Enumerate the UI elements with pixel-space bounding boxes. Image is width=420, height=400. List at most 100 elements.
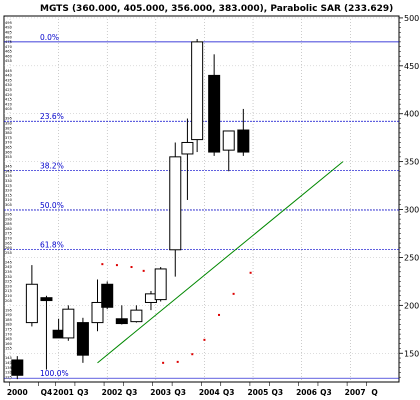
fib-label: 50.0%: [40, 201, 64, 210]
x-tick-label: 2000: [7, 388, 28, 397]
y-minor-label: 355: [5, 155, 12, 159]
y-minor-label: 445: [5, 69, 12, 73]
candle-body: [181, 141, 194, 155]
y-minor-label: 490: [5, 26, 13, 30]
y-minor-label: 430: [5, 83, 13, 87]
y-minor-label: 420: [5, 93, 13, 97]
y-minor-label: 440: [5, 74, 13, 78]
y-minor-label: 455: [5, 59, 12, 63]
sar-layer: [101, 263, 252, 364]
sar-point: [232, 292, 235, 295]
y-minor-label: 280: [5, 227, 13, 231]
y-minor-label: 265: [5, 241, 12, 245]
sar-point: [130, 266, 133, 269]
y-minor-label: 330: [5, 179, 13, 183]
sar-point: [191, 353, 194, 356]
sar-point: [203, 338, 206, 341]
candles-layer: [11, 38, 250, 380]
y-minor-label: 205: [5, 299, 12, 303]
y-minor-label: 475: [5, 40, 12, 44]
y-minor-label: 385: [5, 126, 12, 130]
y-minor-label: 365: [5, 145, 12, 149]
y-minor-label: 220: [5, 284, 13, 288]
candle-body: [130, 309, 143, 323]
y-minor-label: 140: [5, 361, 13, 365]
x-tick-label: Q4: [41, 388, 53, 397]
candle-body: [208, 74, 221, 153]
y-minor-label: 170: [5, 332, 13, 336]
y-minor-label: 395: [5, 117, 12, 121]
y-tick-label: 350: [404, 158, 419, 167]
x-tick-label: Q3: [126, 388, 138, 397]
fib-label: 61.8%: [40, 241, 64, 250]
sar-point: [142, 269, 145, 272]
trendline-layer: [97, 161, 344, 364]
candle-body: [25, 283, 38, 324]
y-minor-label: 185: [5, 318, 12, 322]
y-minor-label: 295: [5, 213, 12, 217]
x-tick-label: Q3: [77, 388, 89, 397]
y-minor-label: 320: [5, 189, 13, 193]
y-minor-label: 375: [5, 136, 12, 140]
x-tick-label: Q3: [320, 388, 332, 397]
y-tick-label: 450: [404, 62, 419, 71]
y-minor-label: 390: [5, 122, 13, 126]
y-tick-label: 250: [404, 253, 419, 262]
candle-body: [40, 297, 53, 302]
y-minor-label: 260: [5, 246, 13, 250]
candle-body: [115, 318, 128, 325]
y-minor-label: 210: [5, 294, 13, 298]
y-minor-label: 130: [5, 371, 13, 375]
y-minor-label: 425: [5, 88, 12, 92]
candle-body: [222, 130, 235, 151]
x-tick-label: 2005: [247, 388, 268, 397]
y-minor-label: 360: [5, 150, 13, 154]
candle-body: [62, 308, 75, 339]
y-minor-label: 310: [5, 198, 13, 202]
y-tick-label: 200: [404, 301, 419, 310]
y-minor-label: 235: [5, 270, 12, 274]
y-minor-label: 345: [5, 165, 12, 169]
x-tick-label: Q3: [223, 388, 235, 397]
y-minor-label: 485: [5, 30, 12, 34]
y-minor-label: 125: [5, 375, 12, 379]
candle-body: [91, 301, 104, 324]
y-minor-label: 215: [5, 289, 12, 293]
y-minor-label: 380: [5, 131, 13, 135]
y-minor-label: 465: [5, 50, 12, 54]
sar-point: [115, 264, 118, 267]
candle-body: [11, 359, 24, 376]
y-minor-label: 480: [5, 35, 13, 39]
y-minor-label: 435: [5, 78, 12, 82]
x-tick-label: 2007: [345, 388, 366, 397]
candle-body: [169, 156, 182, 251]
y-minor-label: 315: [5, 193, 12, 197]
candle-body: [237, 129, 250, 153]
y-minor-label: 270: [5, 236, 13, 240]
candle-body: [191, 41, 204, 141]
y-minor-label: 370: [5, 141, 13, 145]
y-minor-label: 405: [5, 107, 12, 111]
candle-body: [154, 268, 167, 301]
y-minor-label: 275: [5, 232, 12, 236]
y-minor-label: 460: [5, 54, 13, 58]
x-tick-label: 2001: [53, 388, 74, 397]
sar-point: [101, 263, 104, 266]
fib-label: 38.2%: [40, 161, 64, 170]
x-tick-label: Q: [371, 388, 377, 397]
sar-point: [218, 313, 221, 316]
x-tick-label: Q3: [272, 388, 284, 397]
x-tick-label: Q3: [174, 388, 186, 397]
y-minor-label: 225: [5, 280, 12, 284]
fib-label: 0.0%: [40, 33, 59, 42]
y-minor-label: 340: [5, 169, 13, 173]
y-minor-label: 160: [5, 342, 13, 346]
y-minor-label: 180: [5, 323, 13, 327]
y-minor-label: 410: [5, 102, 13, 106]
candle-body: [76, 322, 89, 356]
y-minor-label: 230: [5, 275, 13, 279]
y-minor-label: 335: [5, 174, 12, 178]
fib-label: 23.6%: [40, 112, 64, 121]
y-minor-label: 415: [5, 98, 12, 102]
